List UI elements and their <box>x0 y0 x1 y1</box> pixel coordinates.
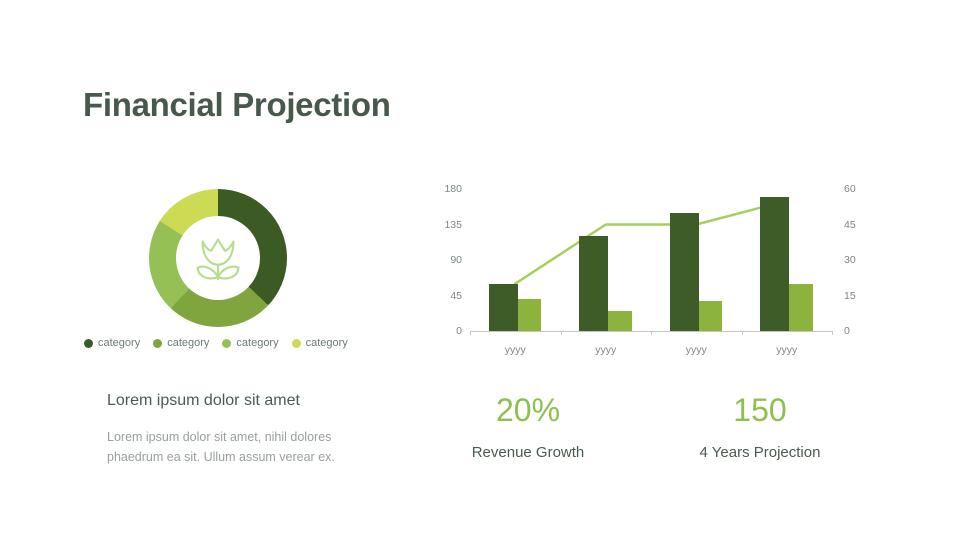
stat-years-projection: 150 4 Years Projection <box>660 392 860 461</box>
bar-series-dark <box>579 236 609 331</box>
section-body: Lorem ipsum dolor sit amet, nihil dolore… <box>107 427 335 467</box>
stat-value: 20% <box>495 392 561 428</box>
legend-item: category <box>222 337 279 349</box>
donut-hole <box>176 216 260 300</box>
legend-dot <box>222 338 232 348</box>
legend-dot <box>291 338 301 348</box>
stat-value: 150 <box>733 392 787 428</box>
donut-legend: category category category category <box>84 337 348 349</box>
bar-series-dark <box>760 196 790 331</box>
bar-series-dark <box>488 283 518 331</box>
legend-item: category <box>153 337 209 349</box>
right-axis-label: 30 <box>844 254 856 266</box>
legend-item: category <box>84 337 140 349</box>
section-body-line: Lorem ipsum dolor sit amet, nihil dolore… <box>107 430 332 444</box>
left-axis-label: 0 <box>456 325 462 337</box>
left-axis-label: 135 <box>444 218 462 231</box>
trend-line-path <box>514 199 788 285</box>
legend-label: category <box>305 337 348 349</box>
stat-label: 4 Years Projection <box>699 444 821 461</box>
left-axis-label: 45 <box>450 289 462 302</box>
flower-icon <box>187 225 249 292</box>
stat-revenue-growth: 20% Revenue Growth <box>428 392 628 461</box>
bar-series-light <box>608 311 632 331</box>
left-axis-label: 90 <box>450 254 462 266</box>
x-axis-label: yyyy <box>685 344 707 356</box>
right-axis-label: 15 <box>844 289 856 302</box>
page-title: Financial Projection <box>83 86 391 123</box>
legend-label: category <box>236 337 279 349</box>
x-axis-tick <box>560 331 562 335</box>
trend-line <box>514 199 788 285</box>
bar-series-light <box>517 299 542 331</box>
x-axis-tick <box>741 331 743 335</box>
right-axis-label: 45 <box>844 218 856 231</box>
legend-item: category <box>291 337 348 349</box>
legend-dot <box>84 338 93 348</box>
x-axis-label: yyyy <box>776 344 798 356</box>
bar-series-dark <box>669 212 699 331</box>
bar-series-light <box>789 283 813 331</box>
x-axis-label: yyyy <box>504 344 526 356</box>
bar-series-light <box>698 301 723 331</box>
section-heading: Lorem ipsum dolor sit amet <box>107 392 300 409</box>
legend-label: category <box>98 337 141 349</box>
stat-label: Revenue Growth <box>471 444 585 461</box>
donut-chart <box>149 189 287 327</box>
legend-dot <box>153 338 163 348</box>
x-axis-label: yyyy <box>595 344 617 356</box>
combo-chart: yyyy yyyy yyyy yyyy 0 45 90 135 180 0 15 30 45 60 <box>440 180 870 365</box>
right-axis-label: 0 <box>844 325 850 337</box>
section-body-line: phaedrum ea sit. Ullum assum verear ex. <box>107 450 335 464</box>
combo-chart-plot <box>470 189 833 335</box>
x-axis-tick <box>832 331 833 335</box>
right-axis-label: 60 <box>844 183 856 195</box>
legend-label: category <box>167 337 210 349</box>
left-axis-label: 180 <box>444 183 462 195</box>
x-axis-tick <box>651 331 652 335</box>
x-axis-tick <box>470 331 471 335</box>
